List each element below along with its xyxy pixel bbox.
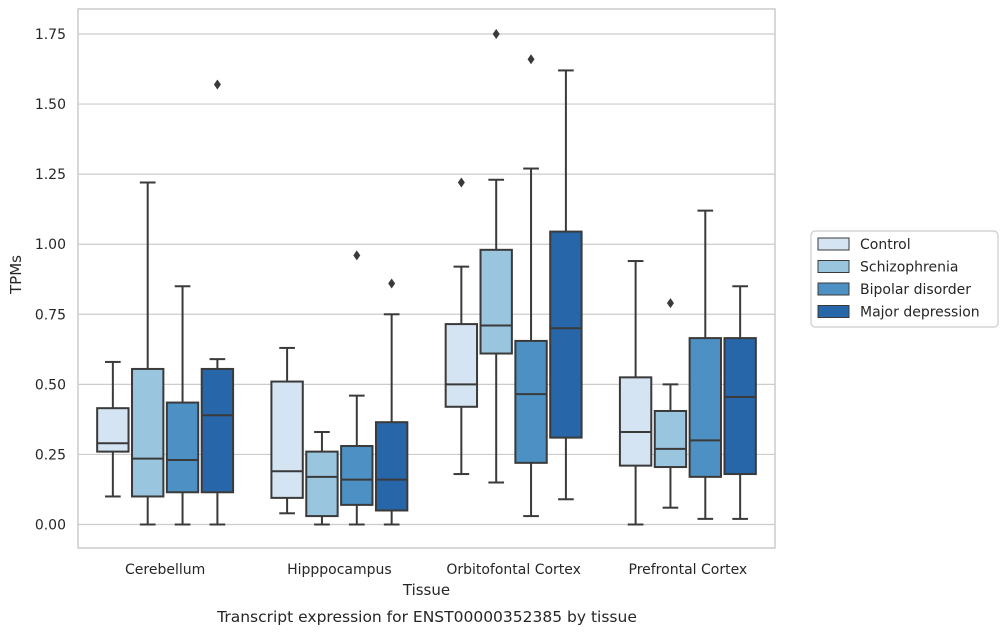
box-body (340, 445, 374, 506)
x-tick-label: Hipppocampus (287, 562, 392, 578)
outlier-point (388, 278, 396, 289)
box-schizophrenia (305, 431, 339, 526)
box-body (270, 380, 304, 499)
box-bipolar-disorder (165, 285, 200, 526)
outlier-point (457, 177, 465, 188)
legend-label: Bipolar disorder (860, 282, 971, 298)
legend-swatch (817, 237, 850, 251)
box-control (444, 177, 479, 476)
outlier-point (492, 29, 500, 39)
box-schizophrenia (653, 298, 688, 509)
box-plot-series (96, 29, 757, 526)
box-bipolar-disorder (340, 250, 374, 526)
box-control (96, 360, 130, 498)
legend-label: Major depression (860, 305, 980, 321)
box-control (270, 346, 304, 515)
legend-swatch (817, 305, 850, 318)
box-body (444, 323, 479, 408)
outlier-point (666, 298, 674, 309)
box-body (305, 450, 339, 518)
figure-caption: Transcript expression for ENST0000035238… (216, 608, 637, 626)
legend-swatch (817, 260, 850, 273)
box-body (514, 339, 548, 464)
box-bipolar-disorder (688, 209, 722, 520)
y-tick-label: 0.25 (35, 447, 66, 463)
legend-item: Major depression (817, 305, 980, 321)
legend-item: Schizophrenia (817, 260, 958, 276)
box-body (723, 337, 757, 476)
y-tick-label: 0.50 (35, 377, 66, 393)
box-bipolar-disorder (514, 54, 548, 518)
box-body (479, 248, 513, 355)
legend-label: Schizophrenia (860, 260, 958, 276)
box-schizophrenia (131, 181, 165, 526)
box-body (653, 409, 688, 469)
y-tick-label: 1.00 (35, 237, 66, 253)
box-major-depression (549, 69, 583, 501)
y-tick-label: 0.75 (35, 307, 66, 323)
box-body (618, 376, 653, 467)
outlier-point (353, 250, 361, 261)
legend-frame (810, 230, 999, 328)
outlier-point (527, 54, 535, 65)
legend-swatch (817, 282, 850, 296)
plot-frame (77, 8, 776, 549)
box-major-depression (200, 79, 235, 526)
x-axis-label: Tissue (402, 581, 450, 599)
box-schizophrenia (479, 29, 513, 484)
box-body (165, 401, 200, 494)
box-body (688, 337, 722, 478)
x-tick-label: Prefrontal Cortex (629, 562, 748, 578)
x-axis-ticks: Cerebellum Hipppocampus Orbitofontal Corte… (125, 562, 747, 578)
box-body (96, 407, 130, 453)
y-axis-label: TPMs (7, 255, 25, 295)
legend: Control Schizophrenia Bipolar disorder Majo… (810, 230, 999, 328)
box-control (618, 260, 653, 526)
y-tick-label: 1.75 (35, 27, 66, 43)
legend-item: Control (817, 237, 911, 253)
legend-item: Bipolar disorder (817, 282, 971, 298)
box-body (549, 230, 583, 439)
x-tick-label: Cerebellum (125, 562, 205, 578)
box-body (131, 367, 165, 498)
outlier-point (213, 79, 221, 90)
legend-label: Control (860, 237, 911, 253)
y-tick-label: 1.25 (35, 167, 66, 183)
x-tick-label: Orbitofontal Cortex (446, 562, 581, 578)
y-tick-label: 1.50 (35, 97, 66, 113)
y-axis-ticks: 0.00 0.25 0.50 0.75 1.00 1.25 1.50 1.75 (35, 27, 66, 534)
box-body (374, 421, 409, 512)
box-major-depression (723, 285, 757, 520)
y-tick-label: 0.00 (35, 518, 66, 534)
box-body (200, 367, 235, 494)
box-major-depression (374, 278, 409, 526)
